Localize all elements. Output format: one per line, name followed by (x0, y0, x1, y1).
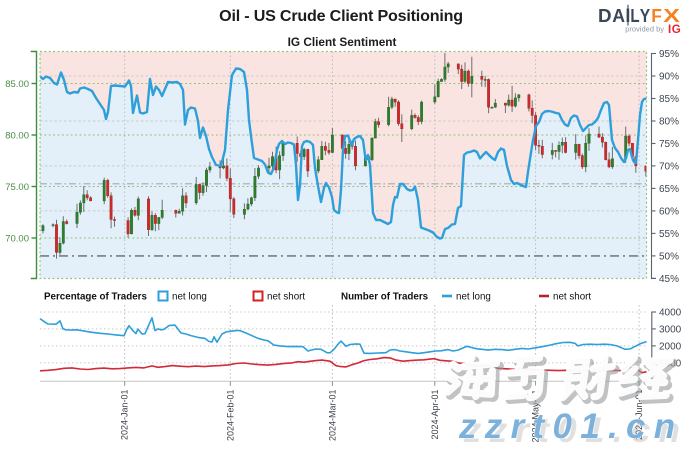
svg-text:L: L (630, 5, 639, 26)
svg-text:IG: IG (668, 24, 681, 36)
svg-text:F: F (651, 5, 662, 26)
svg-text:net short: net short (267, 292, 305, 303)
svg-text:3000: 3000 (659, 325, 682, 336)
svg-text:85%: 85% (659, 94, 679, 105)
svg-text:55%: 55% (659, 229, 679, 240)
svg-text:net short: net short (553, 292, 591, 303)
svg-text:60%: 60% (659, 207, 679, 218)
svg-text:80.00: 80.00 (5, 130, 29, 141)
svg-text:50%: 50% (659, 252, 679, 263)
svg-text:80%: 80% (659, 117, 679, 128)
svg-text:95%: 95% (659, 49, 679, 60)
svg-text:provided by: provided by (625, 25, 664, 34)
svg-text:Percentage of Traders: Percentage of Traders (44, 292, 147, 303)
svg-text:A: A (612, 5, 625, 26)
svg-text:2000: 2000 (659, 342, 682, 353)
svg-text:75%: 75% (659, 139, 679, 150)
svg-text:2024-Mar-01: 2024-Mar-01 (327, 390, 337, 442)
svg-text:75.00: 75.00 (5, 182, 29, 193)
svg-text:net long: net long (456, 292, 491, 303)
svg-text:zzrt01.cn: zzrt01.cn (463, 411, 688, 446)
svg-text:2024-Jun-01: 2024-Jun-01 (634, 390, 644, 441)
svg-text:zzrt01.cn: zzrt01.cn (458, 407, 683, 446)
svg-text:2024-Jan-01: 2024-Jan-01 (120, 390, 130, 441)
svg-text:2024-Apr-01: 2024-Apr-01 (430, 390, 440, 440)
svg-text:Y: Y (640, 5, 651, 26)
svg-text:85.00: 85.00 (5, 79, 29, 90)
svg-text:2024-May-01: 2024-May-01 (531, 390, 541, 443)
svg-text:X: X (663, 5, 680, 26)
svg-text:70.00: 70.00 (5, 233, 29, 244)
svg-text:Oil - US Crude Client Position: Oil - US Crude Client Positioning (219, 7, 463, 25)
svg-text:D: D (598, 5, 612, 26)
svg-text:net long: net long (172, 292, 207, 303)
svg-text:2024-Feb-01: 2024-Feb-01 (225, 390, 235, 442)
svg-text:4000: 4000 (659, 308, 682, 319)
svg-text:IG Client Sentiment: IG Client Sentiment (288, 35, 397, 49)
svg-text:45%: 45% (659, 274, 679, 285)
svg-text:70%: 70% (659, 162, 679, 173)
svg-text:Number of Traders: Number of Traders (341, 292, 429, 303)
svg-text:65%: 65% (659, 184, 679, 195)
svg-text:90%: 90% (659, 72, 679, 83)
